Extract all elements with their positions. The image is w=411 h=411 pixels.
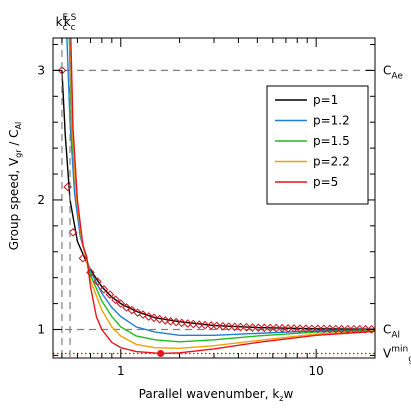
- marker-diamond: [188, 319, 198, 329]
- legend-label: p=1.2: [313, 114, 350, 128]
- marker-diamond: [224, 322, 234, 331]
- marker-diamond: [361, 324, 370, 334]
- marker-diamond: [319, 324, 329, 334]
- legend-label: p=2.2: [313, 155, 350, 169]
- marker-diamond: [343, 324, 353, 334]
- marker-diamond: [86, 268, 95, 277]
- marker-diamond: [349, 324, 359, 334]
- series-line-p-1: [61, 70, 375, 330]
- marker-diamond: [200, 320, 210, 330]
- marker-diamond: [242, 322, 251, 332]
- marker-diamond: [230, 322, 240, 332]
- marker-diamond: [93, 277, 102, 286]
- hline-label-0: CAe: [383, 63, 403, 81]
- y-axis-label: Group speed, Vgr / CAl: [7, 122, 23, 251]
- legend-label: p=1: [313, 93, 338, 107]
- marker-diamond: [289, 324, 299, 333]
- marker-diamond: [177, 318, 186, 328]
- marker-diamond: [271, 323, 281, 333]
- marker-diamond: [212, 321, 222, 331]
- marker-diamond: [355, 324, 365, 334]
- marker-diamond: [331, 324, 341, 334]
- series-line-p-1-2: [66, 38, 375, 337]
- marker-diamond: [206, 321, 216, 330]
- marker-diamond: [367, 324, 375, 334]
- marker-diamond: [105, 290, 115, 299]
- marker-diamond: [295, 324, 305, 333]
- y-tick-label: 1: [37, 322, 45, 336]
- marker-diamond: [122, 303, 131, 312]
- marker-diamond: [78, 253, 88, 263]
- legend-box: [266, 85, 369, 205]
- marker-diamond: [194, 320, 204, 329]
- x-tick-label: 10: [309, 364, 324, 378]
- marker-diamond: [138, 310, 148, 319]
- legend: p=1 p=1.2 p=1.5 p=2.2 p=5: [266, 85, 369, 205]
- legend-label: p=5: [313, 175, 338, 189]
- marker-diamond: [144, 312, 154, 321]
- marker-diamond: [68, 228, 78, 237]
- x-axis-label: Parallel wavenumber, kzw: [139, 387, 294, 403]
- marker-diamond: [99, 285, 109, 294]
- marker-diamond: [160, 316, 170, 325]
- legend-label: p=1.5: [313, 134, 350, 148]
- marker-diamond: [236, 322, 245, 332]
- marker-diamond: [248, 323, 257, 332]
- marker-diamond: [133, 308, 142, 317]
- marker-diamond: [337, 324, 346, 334]
- marker-diamond: [57, 66, 67, 75]
- marker-diamond: [171, 317, 181, 327]
- series-line-p-5: [70, 38, 375, 355]
- marker-diamond: [301, 324, 311, 334]
- marker-diamond: [155, 314, 164, 324]
- vline-label-1: kcS: [64, 13, 77, 33]
- marker-diamond: [265, 323, 275, 333]
- marker-diamond: [183, 319, 192, 328]
- marker-diamond: [283, 324, 293, 333]
- marker-diamond: [325, 324, 335, 334]
- marker-diamond: [166, 317, 175, 326]
- marker-diamond: [149, 313, 159, 323]
- marker-diamond: [313, 324, 323, 334]
- hline-label-2: Vmingr: [383, 344, 411, 364]
- marker-diamond: [116, 299, 126, 308]
- y-tick-label: 2: [37, 193, 45, 207]
- marker-diamond: [254, 323, 263, 332]
- y-tick-label: 3: [37, 63, 45, 77]
- marker-diamond: [127, 305, 137, 315]
- hline-label-1: CAl: [383, 322, 400, 340]
- marker-diamond: [277, 323, 287, 333]
- vline-label-0: kcE: [56, 13, 69, 33]
- marker-diamond: [218, 321, 228, 331]
- marker-diamond: [111, 295, 120, 305]
- marker-diamond: [307, 324, 317, 334]
- marker-diamond: [260, 323, 269, 333]
- x-tick-label: 1: [117, 364, 125, 378]
